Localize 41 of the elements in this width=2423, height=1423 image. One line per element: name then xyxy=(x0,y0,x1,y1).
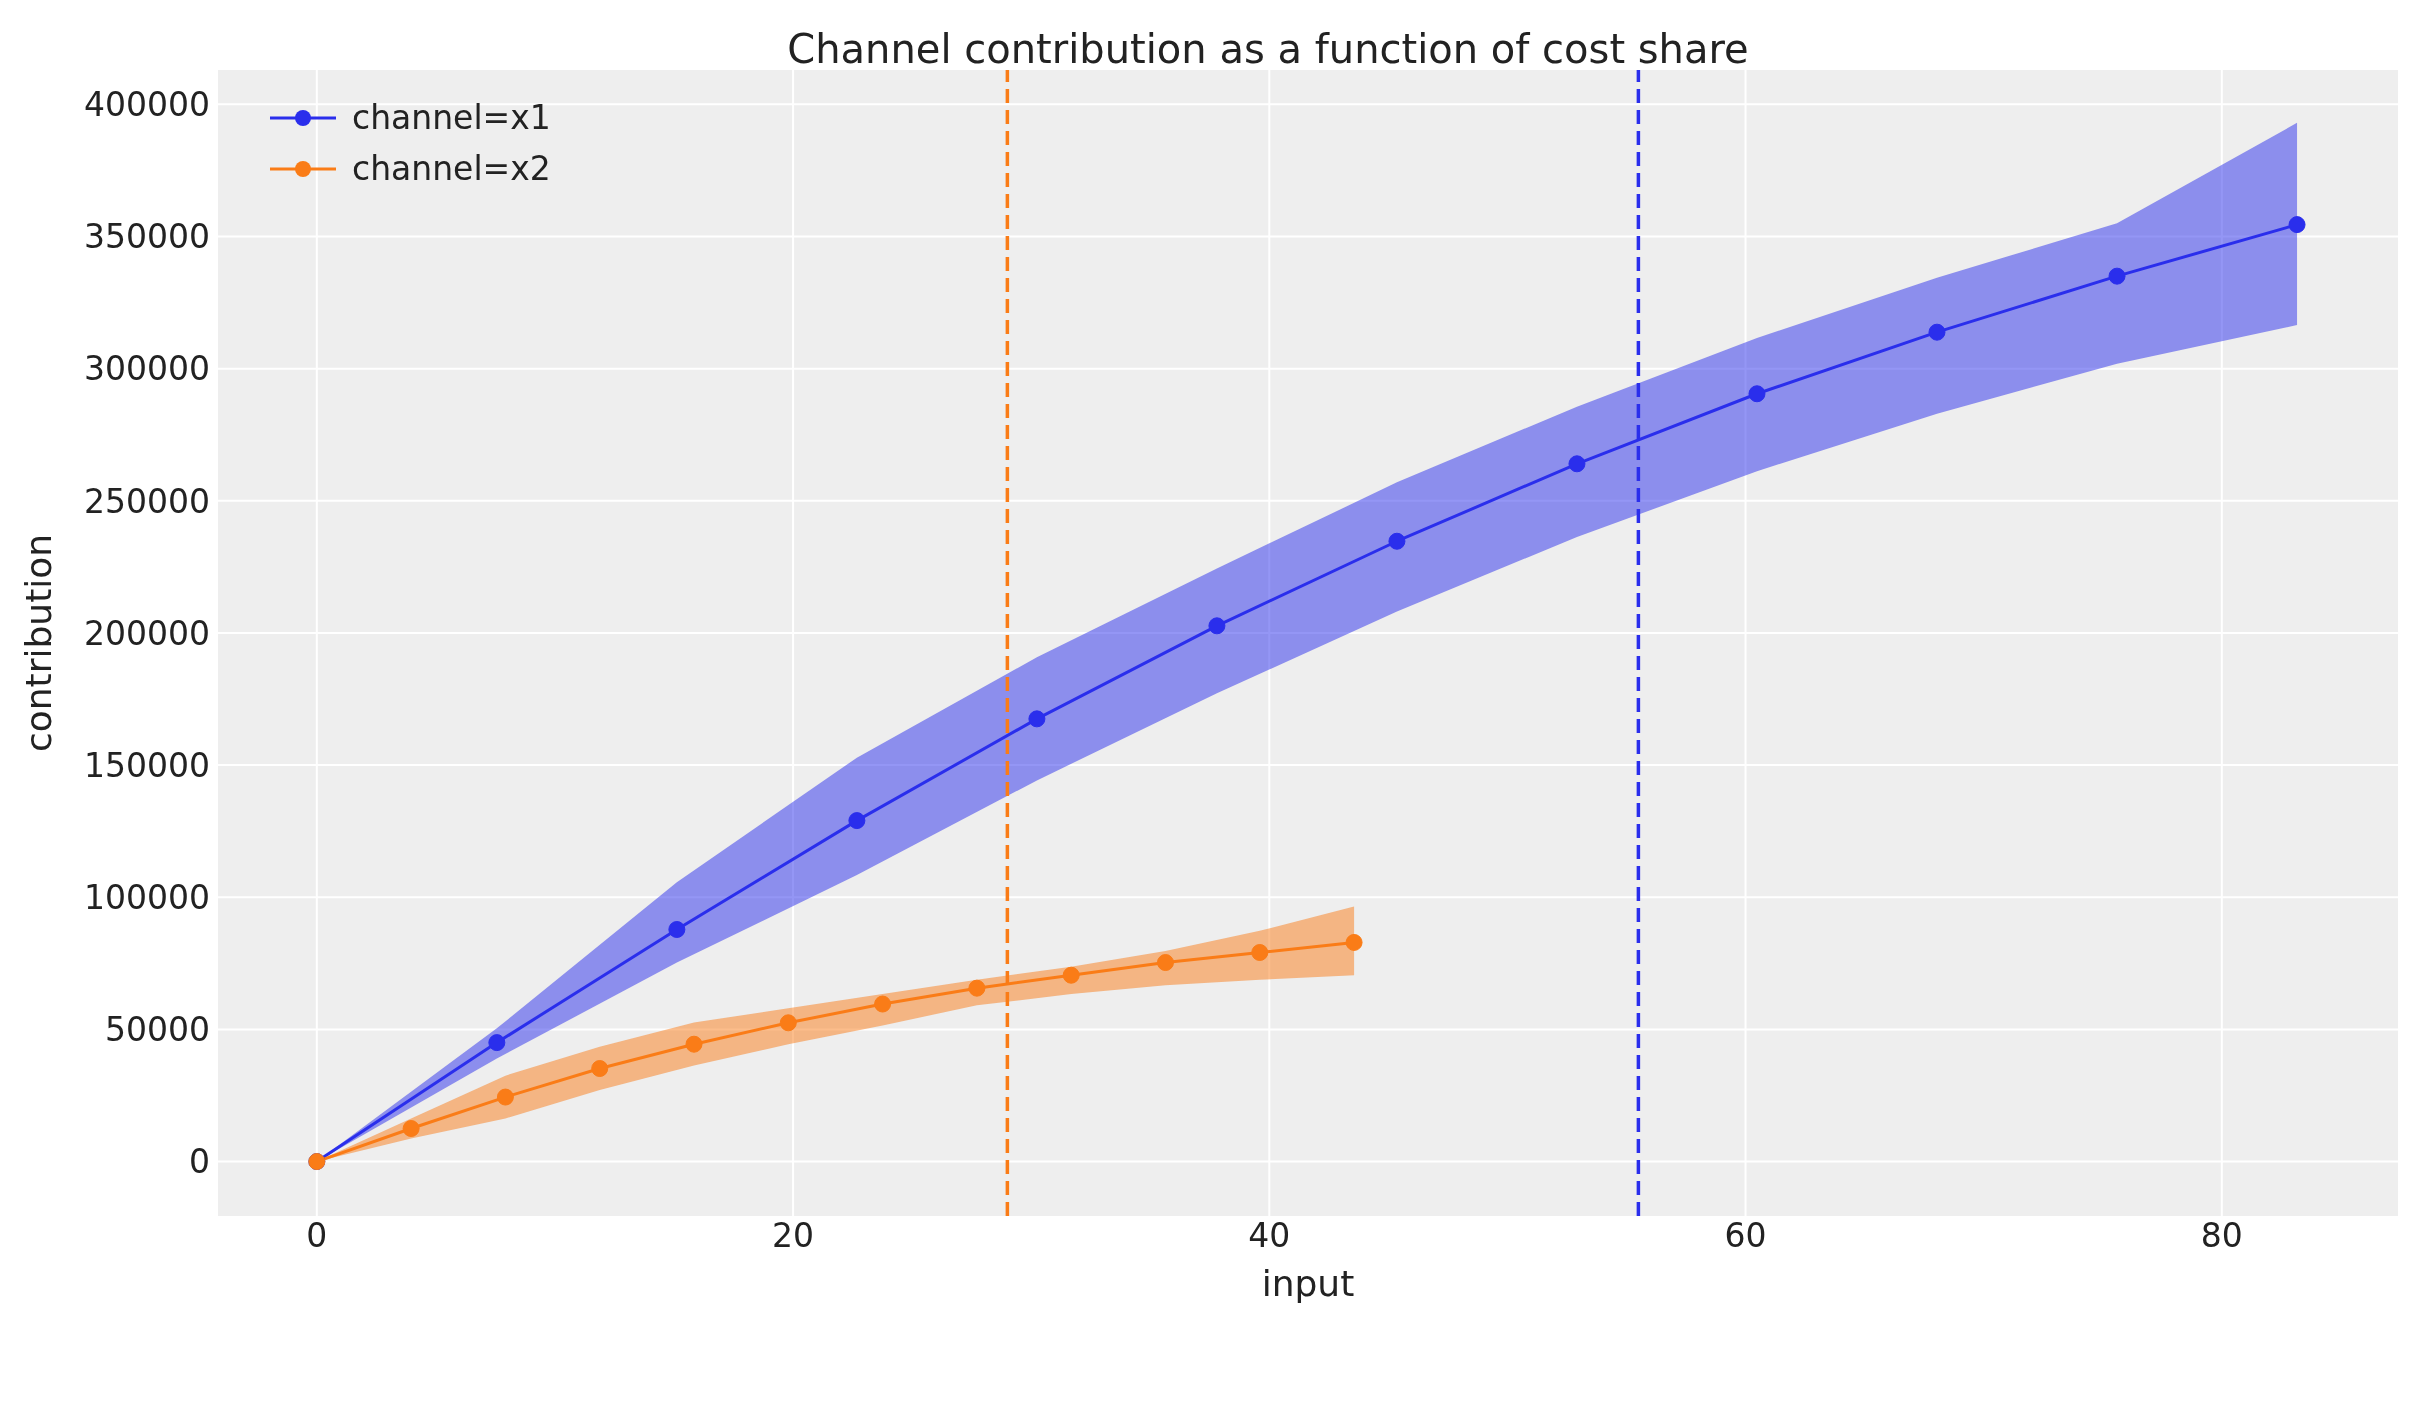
x-tick-label: 40 xyxy=(1248,1216,1291,1256)
point xyxy=(488,1034,506,1052)
point xyxy=(848,812,866,830)
point xyxy=(968,979,986,997)
legend-label: channel=x2 xyxy=(352,149,551,188)
point xyxy=(591,1060,609,1078)
point xyxy=(1251,943,1269,961)
point xyxy=(685,1035,703,1053)
point xyxy=(496,1088,514,1106)
point xyxy=(1208,617,1226,635)
point xyxy=(1345,933,1363,951)
point xyxy=(1028,710,1046,728)
y-tick-label: 100000 xyxy=(84,877,210,917)
x-tick-label: 0 xyxy=(306,1216,328,1256)
point xyxy=(2108,267,2126,285)
x-tick-label: 80 xyxy=(2200,1216,2243,1256)
x-axis-title: input xyxy=(1261,1263,1355,1304)
y-tick-label: 200000 xyxy=(84,613,210,653)
y-axis-title: contribution xyxy=(17,533,59,753)
y-tick-label: 400000 xyxy=(84,85,210,125)
y-tick-label: 350000 xyxy=(84,217,210,257)
point xyxy=(1928,323,1946,341)
y-tick-label: 0 xyxy=(189,1142,210,1182)
point xyxy=(668,921,686,938)
point xyxy=(874,995,892,1013)
point xyxy=(1156,954,1174,972)
point xyxy=(2288,216,2306,234)
point xyxy=(1568,455,1586,473)
y-tick-label: 150000 xyxy=(84,745,210,785)
point xyxy=(1062,966,1080,984)
point xyxy=(402,1120,420,1138)
point xyxy=(1748,385,1766,403)
x-tick-label: 20 xyxy=(772,1216,815,1256)
y-tick-label: 50000 xyxy=(105,1010,210,1050)
legend-label: channel=x1 xyxy=(352,98,551,137)
x-tick-label: 60 xyxy=(1724,1216,1767,1256)
chart-title: Channel contribution as a function of cost share xyxy=(786,26,1750,72)
point xyxy=(779,1014,797,1032)
point xyxy=(1388,532,1406,550)
y-tick-label: 250000 xyxy=(84,481,210,521)
y-tick-label: 300000 xyxy=(84,349,210,389)
